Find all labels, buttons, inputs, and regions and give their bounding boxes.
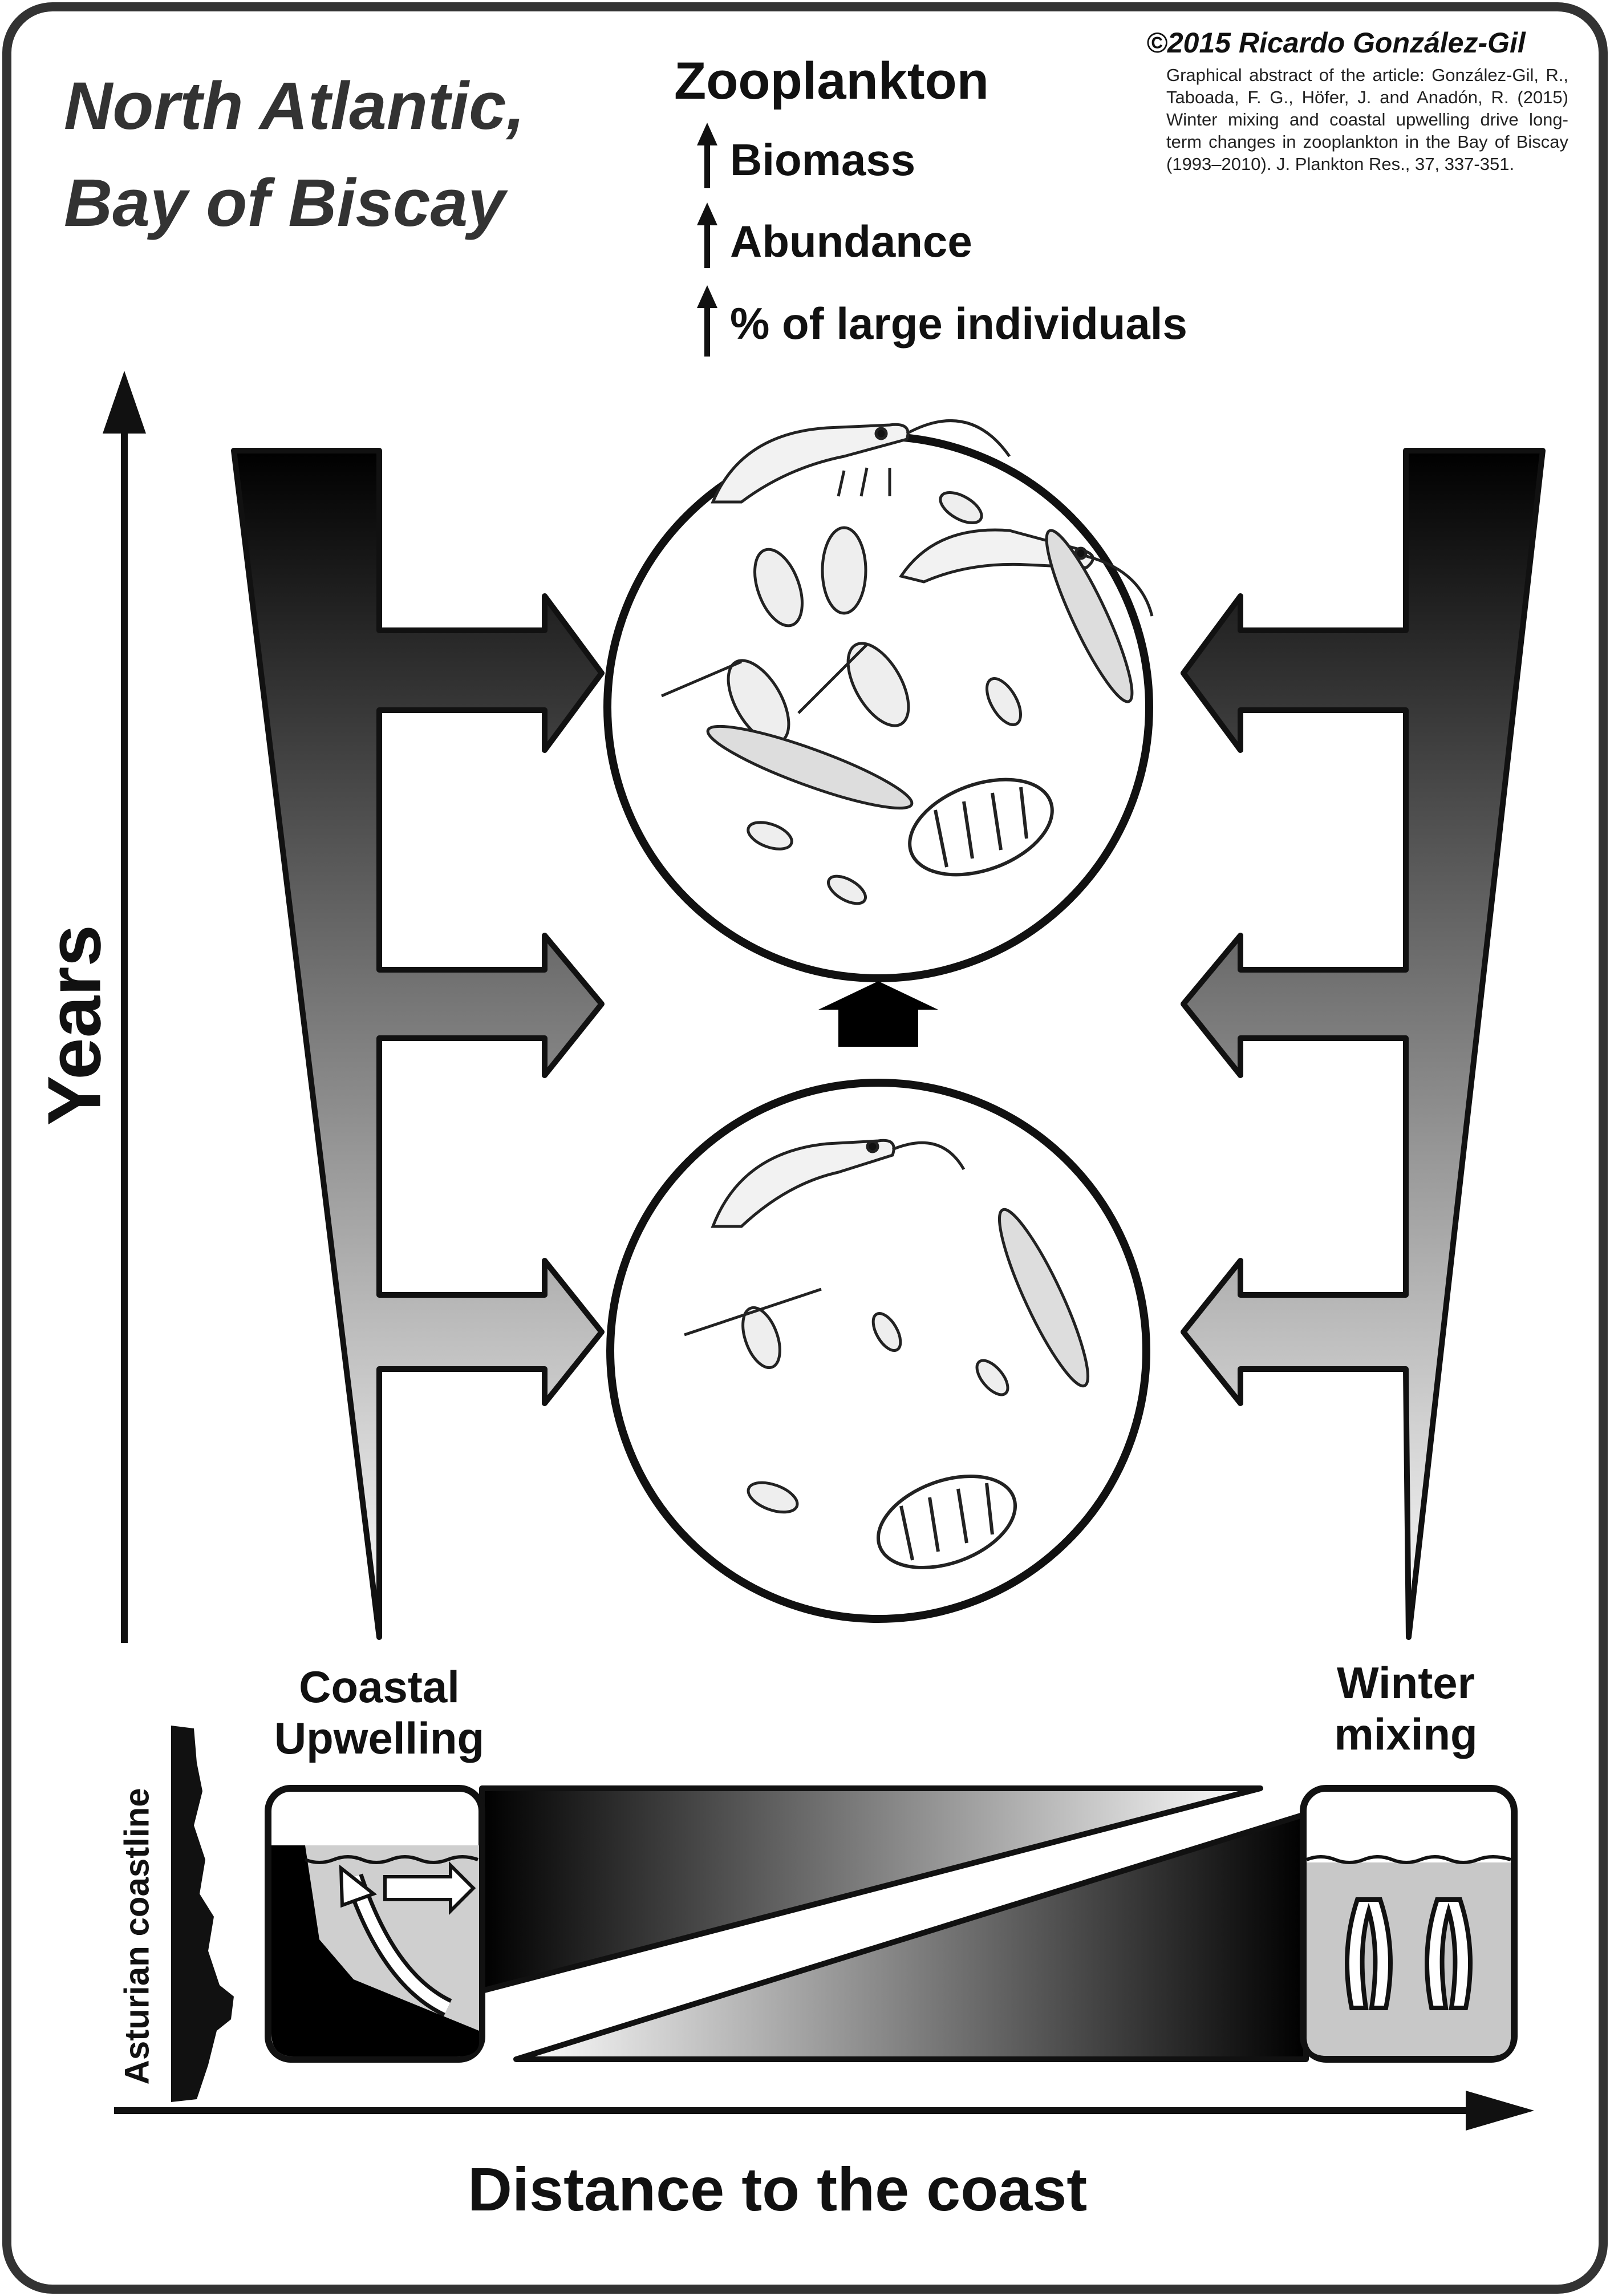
offshore-flow-arrow-icon: [383, 1861, 476, 1916]
title-line-1: North Atlantic,: [64, 68, 525, 144]
abundance-label: Abundance: [730, 216, 972, 266]
low-zooplankton-circle: [606, 1079, 1150, 1623]
distance-axis-arrow: [114, 2091, 1534, 2131]
biomass-label: Biomass: [730, 135, 916, 185]
coastal-upwelling-box: [265, 1785, 485, 2063]
copepod-icon: [684, 1287, 1009, 1514]
copepod-icon: [661, 491, 1022, 905]
copyright-notice: ©2015 Ricardo González-Gil: [1146, 27, 1526, 59]
krill-icon: [711, 1139, 966, 1228]
distance-axis-label: Distance to the coast: [468, 2155, 1088, 2224]
high-zooplankton-circle: [603, 419, 1154, 982]
large-individuals-label: % of large individuals: [730, 298, 1187, 349]
years-axis-arrow: [103, 371, 146, 1643]
winter-mixing-wedge: [1181, 448, 1546, 1640]
coastal-upwelling-label: Coastal Upwelling: [274, 1662, 485, 1763]
up-arrow-icon: [697, 123, 717, 357]
asturian-coastline-label: Asturian coastline: [117, 1788, 156, 2085]
coastal-upwelling-wedge: [231, 448, 605, 1640]
coastline-silhouette: [171, 1726, 234, 2102]
krill-icon: [711, 419, 1011, 504]
chaetognath-icon: [706, 529, 1134, 810]
winter-mixing-label: Winter mixing: [1334, 1658, 1478, 1759]
title-line-2: Bay of Biscay: [64, 165, 505, 241]
zooplankton-heading: Zooplankton: [674, 52, 989, 110]
krill-icon: [898, 528, 1154, 617]
winter-mixing-box: [1300, 1785, 1518, 2063]
salp-icon: [876, 1474, 1017, 1570]
increase-up-arrow: [818, 981, 938, 1047]
mixing-cycle-icon: [1345, 1897, 1473, 2010]
salp-icon: [908, 778, 1054, 877]
citation-text: Graphical abstract of the article: Gonzá…: [1166, 65, 1568, 174]
years-axis-label: Years: [32, 925, 116, 1126]
chaetognath-icon: [998, 1208, 1089, 1388]
